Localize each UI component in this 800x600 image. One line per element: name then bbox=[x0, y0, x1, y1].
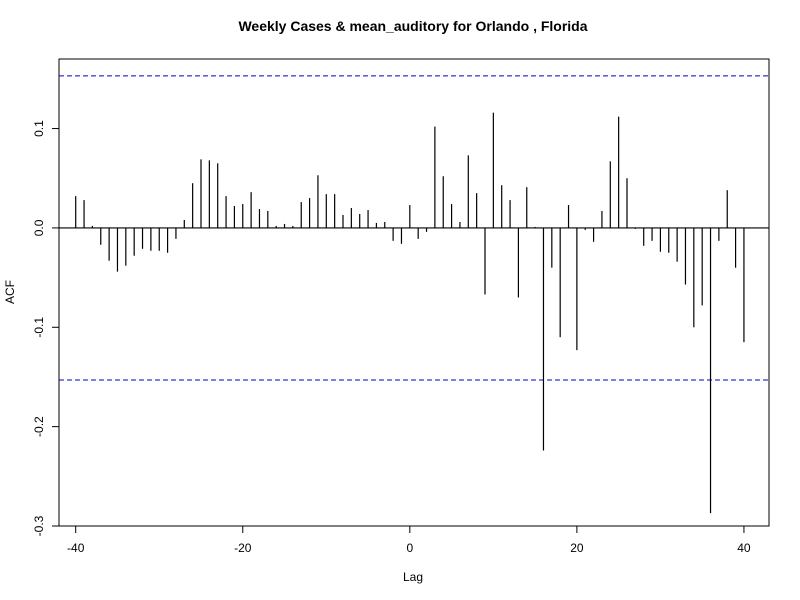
acf-bars bbox=[75, 112, 745, 514]
x-axis-label: Lag bbox=[403, 570, 423, 584]
y-tick-label: -0.2 bbox=[32, 416, 46, 437]
reference-lines bbox=[59, 75, 769, 381]
x-tick-label: -40 bbox=[67, 541, 85, 555]
x-tick-label: -20 bbox=[234, 541, 252, 555]
y-axis-label: ACF bbox=[3, 280, 17, 304]
y-tick-label: -0.3 bbox=[32, 515, 46, 536]
plot-area-frame bbox=[58, 58, 770, 527]
y-tick-label: -0.1 bbox=[32, 317, 46, 338]
x-tick-label: 0 bbox=[406, 541, 413, 555]
x-axis: -40 -20 0 20 40 bbox=[67, 525, 751, 555]
y-axis: -0.3 -0.2 -0.1 0.0 0.1 bbox=[32, 120, 60, 536]
chart-title: Weekly Cases & mean_auditory for Orlando… bbox=[238, 18, 587, 34]
x-tick-label: 20 bbox=[570, 541, 584, 555]
y-tick-label: 0.1 bbox=[32, 120, 46, 137]
x-tick-label: 40 bbox=[737, 541, 751, 555]
y-tick-label: 0.0 bbox=[32, 219, 46, 236]
